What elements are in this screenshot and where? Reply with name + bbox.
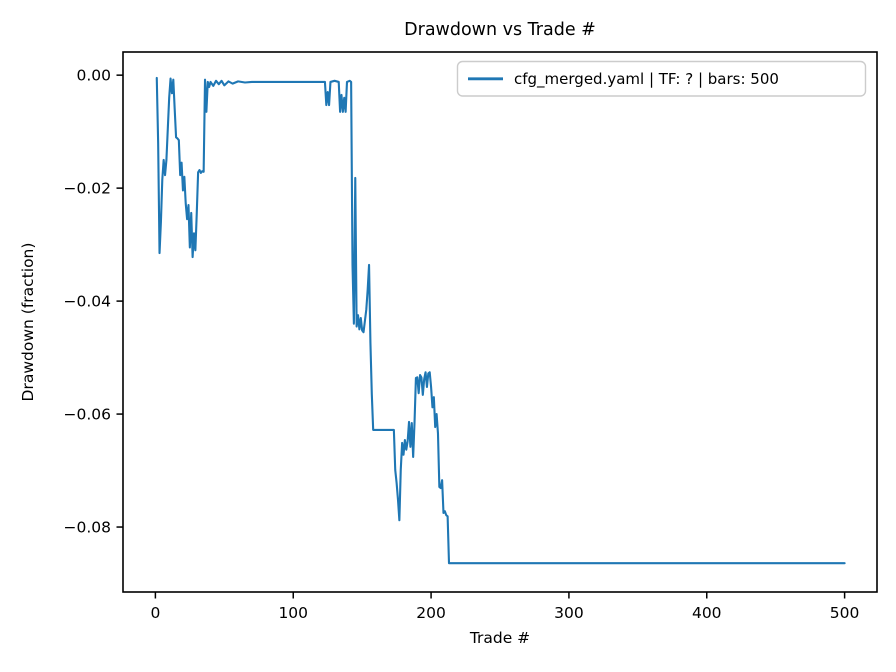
- x-tick-label: 100: [278, 604, 308, 622]
- x-tick-label: 200: [416, 604, 446, 622]
- drawdown-series-line: [155, 76, 846, 565]
- y-axis-ticks: 0.00 −0.02 −0.04 −0.06 −0.08: [64, 67, 123, 537]
- legend-entry-label: cfg_merged.yaml | TF: ? | bars: 500: [514, 70, 779, 89]
- x-axis-label: Trade #: [469, 629, 530, 647]
- legend-box: [456, 60, 867, 97]
- y-tick-label: −0.02: [64, 180, 112, 198]
- x-axis-ticks: 0 100 200 300 400 500: [150, 592, 859, 622]
- plot-border: [122, 51, 878, 593]
- y-tick-label: −0.04: [64, 293, 112, 311]
- y-tick-label: −0.08: [64, 519, 112, 537]
- x-tick-label: 0: [150, 604, 160, 622]
- y-tick-label: 0.00: [76, 67, 111, 85]
- x-tick-label: 400: [692, 604, 722, 622]
- drawdown-polyline: [155, 76, 846, 565]
- x-tick-label: 500: [830, 604, 860, 622]
- y-tick-label: −0.06: [64, 406, 112, 424]
- x-tick-label: 300: [554, 604, 584, 622]
- y-axis-label: Drawdown (fraction): [19, 243, 37, 402]
- chart-title: Drawdown vs Trade #: [404, 20, 596, 40]
- legend: cfg_merged.yaml | TF: ? | bars: 500: [456, 60, 867, 97]
